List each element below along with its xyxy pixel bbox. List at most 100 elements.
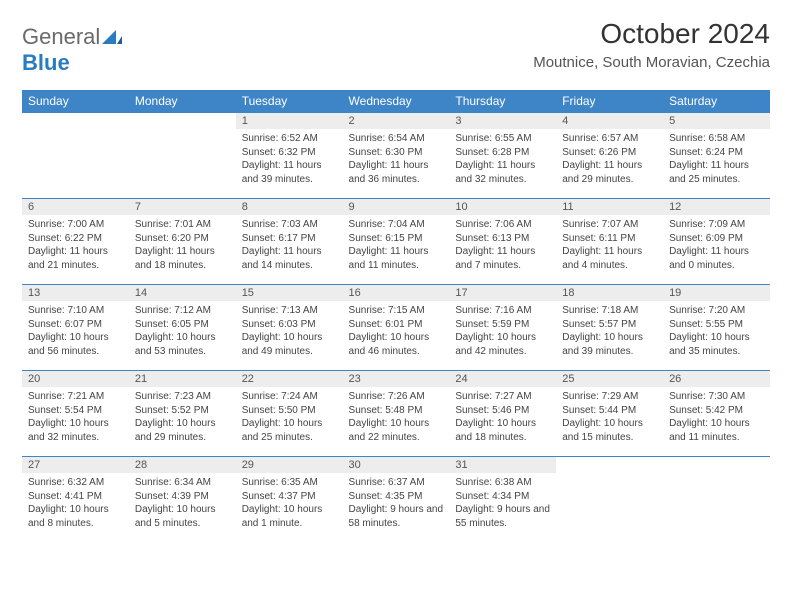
calendar-cell: 8Sunrise: 7:03 AMSunset: 6:17 PMDaylight… (236, 199, 343, 285)
day-content: Sunrise: 7:21 AMSunset: 5:54 PMDaylight:… (22, 387, 129, 448)
sunset-text: Sunset: 4:39 PM (135, 490, 230, 504)
sunset-text: Sunset: 5:59 PM (455, 318, 550, 332)
sunset-text: Sunset: 6:28 PM (455, 146, 550, 160)
sunset-text: Sunset: 5:55 PM (669, 318, 764, 332)
calendar-cell: 28Sunrise: 6:34 AMSunset: 4:39 PMDayligh… (129, 457, 236, 543)
calendar-cell: 6Sunrise: 7:00 AMSunset: 6:22 PMDaylight… (22, 199, 129, 285)
calendar-cell: 25Sunrise: 7:29 AMSunset: 5:44 PMDayligh… (556, 371, 663, 457)
calendar-cell: 11Sunrise: 7:07 AMSunset: 6:11 PMDayligh… (556, 199, 663, 285)
day-number: 25 (556, 371, 663, 387)
sunset-text: Sunset: 6:32 PM (242, 146, 337, 160)
day-content: Sunrise: 7:26 AMSunset: 5:48 PMDaylight:… (343, 387, 450, 448)
day-content: Sunrise: 6:54 AMSunset: 6:30 PMDaylight:… (343, 129, 450, 190)
sunset-text: Sunset: 6:26 PM (562, 146, 657, 160)
day-number: 22 (236, 371, 343, 387)
sunrise-text: Sunrise: 6:37 AM (349, 476, 444, 490)
calendar-row: 13Sunrise: 7:10 AMSunset: 6:07 PMDayligh… (22, 285, 770, 371)
daylight-text: Daylight: 10 hours and 46 minutes. (349, 331, 444, 358)
calendar-cell: 5Sunrise: 6:58 AMSunset: 6:24 PMDaylight… (663, 113, 770, 199)
day-content: Sunrise: 7:23 AMSunset: 5:52 PMDaylight:… (129, 387, 236, 448)
sunrise-text: Sunrise: 7:21 AM (28, 390, 123, 404)
sunset-text: Sunset: 6:01 PM (349, 318, 444, 332)
calendar-cell: 1Sunrise: 6:52 AMSunset: 6:32 PMDaylight… (236, 113, 343, 199)
day-number: 31 (449, 457, 556, 473)
sunset-text: Sunset: 5:50 PM (242, 404, 337, 418)
day-content: Sunrise: 7:00 AMSunset: 6:22 PMDaylight:… (22, 215, 129, 276)
weekday-header: Tuesday (236, 90, 343, 113)
sunset-text: Sunset: 6:09 PM (669, 232, 764, 246)
calendar-row: 1Sunrise: 6:52 AMSunset: 6:32 PMDaylight… (22, 113, 770, 199)
calendar-cell: 24Sunrise: 7:27 AMSunset: 5:46 PMDayligh… (449, 371, 556, 457)
sunset-text: Sunset: 5:54 PM (28, 404, 123, 418)
day-content: Sunrise: 6:58 AMSunset: 6:24 PMDaylight:… (663, 129, 770, 190)
sunrise-text: Sunrise: 7:20 AM (669, 304, 764, 318)
sunrise-text: Sunrise: 7:13 AM (242, 304, 337, 318)
calendar-cell: 7Sunrise: 7:01 AMSunset: 6:20 PMDaylight… (129, 199, 236, 285)
day-content: Sunrise: 7:27 AMSunset: 5:46 PMDaylight:… (449, 387, 556, 448)
calendar-cell: 12Sunrise: 7:09 AMSunset: 6:09 PMDayligh… (663, 199, 770, 285)
day-content: Sunrise: 6:34 AMSunset: 4:39 PMDaylight:… (129, 473, 236, 534)
day-content: Sunrise: 6:37 AMSunset: 4:35 PMDaylight:… (343, 473, 450, 534)
weekday-header: Saturday (663, 90, 770, 113)
calendar-row: 20Sunrise: 7:21 AMSunset: 5:54 PMDayligh… (22, 371, 770, 457)
day-number: 2 (343, 113, 450, 129)
sunset-text: Sunset: 4:37 PM (242, 490, 337, 504)
sunset-text: Sunset: 6:30 PM (349, 146, 444, 160)
sunset-text: Sunset: 5:52 PM (135, 404, 230, 418)
day-content: Sunrise: 7:09 AMSunset: 6:09 PMDaylight:… (663, 215, 770, 276)
daylight-text: Daylight: 11 hours and 7 minutes. (455, 245, 550, 272)
sunrise-text: Sunrise: 7:09 AM (669, 218, 764, 232)
sunset-text: Sunset: 5:42 PM (669, 404, 764, 418)
day-content: Sunrise: 7:16 AMSunset: 5:59 PMDaylight:… (449, 301, 556, 362)
daylight-text: Daylight: 11 hours and 21 minutes. (28, 245, 123, 272)
calendar-cell: 17Sunrise: 7:16 AMSunset: 5:59 PMDayligh… (449, 285, 556, 371)
sunrise-text: Sunrise: 6:55 AM (455, 132, 550, 146)
sunrise-text: Sunrise: 6:35 AM (242, 476, 337, 490)
sunset-text: Sunset: 6:05 PM (135, 318, 230, 332)
calendar-cell: 19Sunrise: 7:20 AMSunset: 5:55 PMDayligh… (663, 285, 770, 371)
daylight-text: Daylight: 10 hours and 25 minutes. (242, 417, 337, 444)
day-content: Sunrise: 7:29 AMSunset: 5:44 PMDaylight:… (556, 387, 663, 448)
sunset-text: Sunset: 6:17 PM (242, 232, 337, 246)
daylight-text: Daylight: 11 hours and 4 minutes. (562, 245, 657, 272)
day-content: Sunrise: 6:57 AMSunset: 6:26 PMDaylight:… (556, 129, 663, 190)
calendar-cell: 15Sunrise: 7:13 AMSunset: 6:03 PMDayligh… (236, 285, 343, 371)
calendar-cell: 23Sunrise: 7:26 AMSunset: 5:48 PMDayligh… (343, 371, 450, 457)
day-content: Sunrise: 6:32 AMSunset: 4:41 PMDaylight:… (22, 473, 129, 534)
sunrise-text: Sunrise: 6:57 AM (562, 132, 657, 146)
day-number: 4 (556, 113, 663, 129)
calendar-table: SundayMondayTuesdayWednesdayThursdayFrid… (22, 90, 770, 543)
daylight-text: Daylight: 11 hours and 25 minutes. (669, 159, 764, 186)
sunrise-text: Sunrise: 7:15 AM (349, 304, 444, 318)
daylight-text: Daylight: 10 hours and 1 minute. (242, 503, 337, 530)
day-content: Sunrise: 7:13 AMSunset: 6:03 PMDaylight:… (236, 301, 343, 362)
day-content: Sunrise: 7:04 AMSunset: 6:15 PMDaylight:… (343, 215, 450, 276)
calendar-cell: 20Sunrise: 7:21 AMSunset: 5:54 PMDayligh… (22, 371, 129, 457)
daylight-text: Daylight: 11 hours and 11 minutes. (349, 245, 444, 272)
day-number: 14 (129, 285, 236, 301)
daylight-text: Daylight: 9 hours and 58 minutes. (349, 503, 444, 530)
day-number: 11 (556, 199, 663, 215)
weekday-header: Sunday (22, 90, 129, 113)
sunrise-text: Sunrise: 6:58 AM (669, 132, 764, 146)
sunrise-text: Sunrise: 7:12 AM (135, 304, 230, 318)
sunrise-text: Sunrise: 7:00 AM (28, 218, 123, 232)
calendar-body: 1Sunrise: 6:52 AMSunset: 6:32 PMDaylight… (22, 113, 770, 543)
weekday-header: Wednesday (343, 90, 450, 113)
sunrise-text: Sunrise: 7:30 AM (669, 390, 764, 404)
sunrise-text: Sunrise: 7:16 AM (455, 304, 550, 318)
sunrise-text: Sunrise: 6:52 AM (242, 132, 337, 146)
location-text: Moutnice, South Moravian, Czechia (533, 54, 770, 71)
brand-logo: General Blue (22, 18, 122, 76)
calendar-cell (556, 457, 663, 543)
day-number: 15 (236, 285, 343, 301)
sunrise-text: Sunrise: 6:54 AM (349, 132, 444, 146)
sunrise-text: Sunrise: 6:38 AM (455, 476, 550, 490)
daylight-text: Daylight: 11 hours and 29 minutes. (562, 159, 657, 186)
calendar-cell: 18Sunrise: 7:18 AMSunset: 5:57 PMDayligh… (556, 285, 663, 371)
day-content: Sunrise: 6:38 AMSunset: 4:34 PMDaylight:… (449, 473, 556, 534)
day-number: 9 (343, 199, 450, 215)
weekday-header: Thursday (449, 90, 556, 113)
day-number: 24 (449, 371, 556, 387)
day-number: 13 (22, 285, 129, 301)
